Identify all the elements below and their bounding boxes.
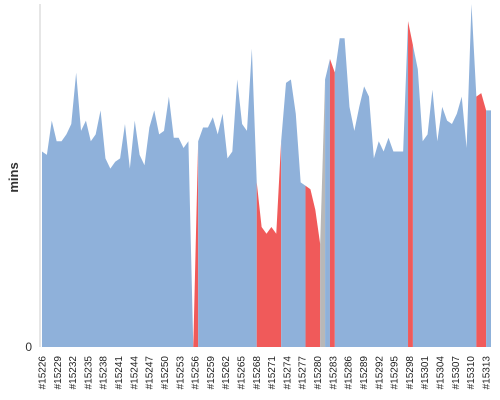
x-tick-label: #15268 [252, 356, 263, 390]
x-tick-label: #15307 [451, 356, 462, 390]
x-tick-label: #15280 [313, 356, 324, 390]
x-tick-label: #15298 [405, 356, 416, 390]
x-tick-label: #15292 [374, 356, 385, 390]
area-segment-ok-11 [412, 4, 477, 347]
x-tick-label: #15235 [83, 356, 94, 390]
area-segment-ok-7 [325, 58, 330, 347]
x-tick-label: #15295 [390, 356, 401, 390]
x-tick-label: #15262 [221, 356, 232, 390]
area-segment-aborted-6 [320, 79, 326, 348]
x-tick-label: #15247 [145, 356, 156, 390]
x-tick-label: #15256 [191, 356, 202, 390]
x-tick-label: #15277 [298, 356, 309, 390]
x-tick-label: #15226 [38, 356, 49, 390]
x-tick-label: #15274 [282, 356, 293, 390]
area-segment-ok-2 [198, 48, 257, 348]
area-segment-ok-0 [42, 72, 194, 347]
x-tick-label: #15301 [420, 356, 431, 390]
area-segment-fail-1 [193, 141, 199, 347]
y-tick-labels: 0 [25, 340, 32, 354]
area-segment-fail-12 [476, 93, 487, 348]
area-segment-fail-8 [329, 58, 335, 347]
x-tick-label: #15250 [160, 356, 171, 390]
area-segment-ok-13 [486, 110, 491, 347]
x-tick-label: #15259 [206, 356, 217, 390]
x-tick-label: #15283 [328, 356, 339, 390]
x-tick-label: #15289 [359, 356, 370, 390]
x-tick-label: #15241 [114, 356, 125, 390]
y-axis-label: mins [6, 162, 21, 192]
area-segment-fail-10 [408, 21, 413, 348]
x-tick-label: #15271 [267, 356, 278, 390]
area-segment-ok-9 [334, 21, 409, 348]
x-tick-label: #15265 [236, 356, 247, 390]
x-tick-label: #15304 [435, 356, 446, 390]
x-tick-label: #15238 [99, 356, 110, 390]
area-segments [42, 4, 491, 348]
x-tick-label: #15286 [344, 356, 355, 390]
area-segment-fail-5 [305, 185, 321, 347]
x-tick-label: #15253 [175, 356, 186, 390]
x-tick-label: #15244 [129, 356, 140, 390]
area-segment-ok-4 [281, 79, 306, 348]
x-tick-label: #15229 [53, 356, 64, 390]
x-tick-label: #15313 [481, 356, 492, 390]
y-tick-label: 0 [25, 340, 32, 354]
x-tick-label: #15310 [466, 356, 477, 390]
x-tick-label: #15232 [68, 356, 79, 390]
x-tick-labels: #15226 #15229 #15232 #15235 #15238 #15241 #152… [38, 356, 493, 390]
area-segment-fail-3 [256, 141, 282, 347]
